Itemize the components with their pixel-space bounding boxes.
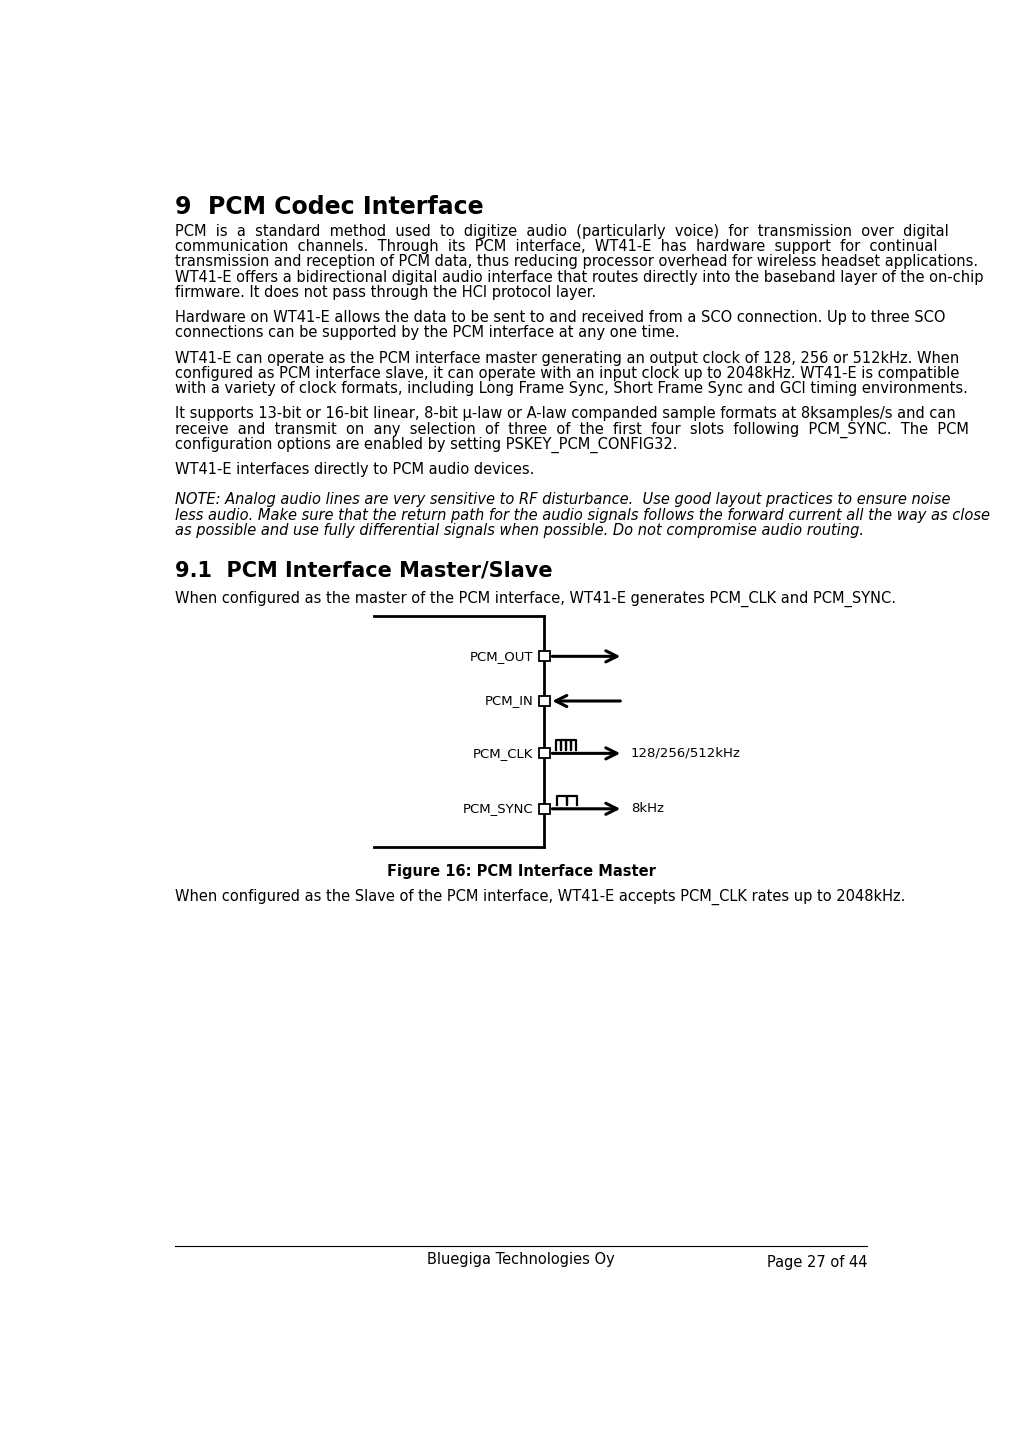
Text: configuration options are enabled by setting PSKEY_PCM_CONFIG32.: configuration options are enabled by set… [175,437,677,453]
Text: 9.1  PCM Interface Master/Slave: 9.1 PCM Interface Master/Slave [175,560,553,580]
Text: PCM  is  a  standard  method  used  to  digitize  audio  (particularly  voice)  : PCM is a standard method used to digitiz… [175,224,949,240]
Text: with a variety of clock formats, including Long Frame Sync, Short Frame Sync and: with a variety of clock formats, includi… [175,381,968,397]
Text: WT41-E can operate as the PCM interface master generating an output clock of 128: WT41-E can operate as the PCM interface … [175,351,959,365]
Text: PCM_IN: PCM_IN [484,694,533,707]
Text: It supports 13-bit or 16-bit linear, 8-bit μ-law or A-law companded sample forma: It supports 13-bit or 16-bit linear, 8-b… [175,407,956,421]
Text: 9  PCM Codec Interface: 9 PCM Codec Interface [175,195,484,219]
Text: Hardware on WT41-E allows the data to be sent to and received from a SCO connect: Hardware on WT41-E allows the data to be… [175,310,946,325]
Text: 8kHz: 8kHz [631,802,664,815]
Text: PCM_SYNC: PCM_SYNC [463,802,533,815]
Text: WT41-E interfaces directly to PCM audio devices.: WT41-E interfaces directly to PCM audio … [175,462,535,478]
Text: Figure 16: PCM Interface Master: Figure 16: PCM Interface Master [386,864,656,879]
Text: WT41-E offers a bidirectional digital audio interface that routes directly into : WT41-E offers a bidirectional digital au… [175,270,983,284]
Text: 128/256/512kHz: 128/256/512kHz [631,747,740,760]
Text: communication  channels.  Through  its  PCM  interface,  WT41-E  has  hardware  : communication channels. Through its PCM … [175,240,938,254]
Text: When configured as the master of the PCM interface, WT41-E generates PCM_CLK and: When configured as the master of the PCM… [175,592,896,608]
Text: as possible and use fully differential signals when possible. Do not compromise : as possible and use fully differential s… [175,522,864,538]
Text: configured as PCM interface slave, it can operate with an input clock up to 2048: configured as PCM interface slave, it ca… [175,367,960,381]
Text: less audio. Make sure that the return path for the audio signals follows the for: less audio. Make sure that the return pa… [175,508,991,522]
Bar [539,696,549,706]
Bar [539,749,549,759]
Bar [539,804,549,814]
Text: receive  and  transmit  on  any  selection  of  three  of  the  first  four  slo: receive and transmit on any selection of… [175,421,969,437]
Text: firmware. It does not pass through the HCI protocol layer.: firmware. It does not pass through the H… [175,284,596,300]
Text: PCM_CLK: PCM_CLK [473,747,533,760]
Text: Page 27 of 44: Page 27 of 44 [767,1255,868,1270]
Text: NOTE: Analog audio lines are very sensitive to RF disturbance.  Use good layout : NOTE: Analog audio lines are very sensit… [175,492,951,508]
Text: When configured as the Slave of the PCM interface, WT41-E accepts PCM_CLK rates : When configured as the Slave of the PCM … [175,889,905,905]
Text: PCM_OUT: PCM_OUT [470,649,533,662]
Text: Bluegiga Technologies Oy: Bluegiga Technologies Oy [427,1253,615,1267]
Bar [539,651,549,661]
Text: transmission and reception of PCM data, thus reducing processor overhead for wir: transmission and reception of PCM data, … [175,254,978,270]
Text: connections can be supported by the PCM interface at any one time.: connections can be supported by the PCM … [175,326,679,341]
